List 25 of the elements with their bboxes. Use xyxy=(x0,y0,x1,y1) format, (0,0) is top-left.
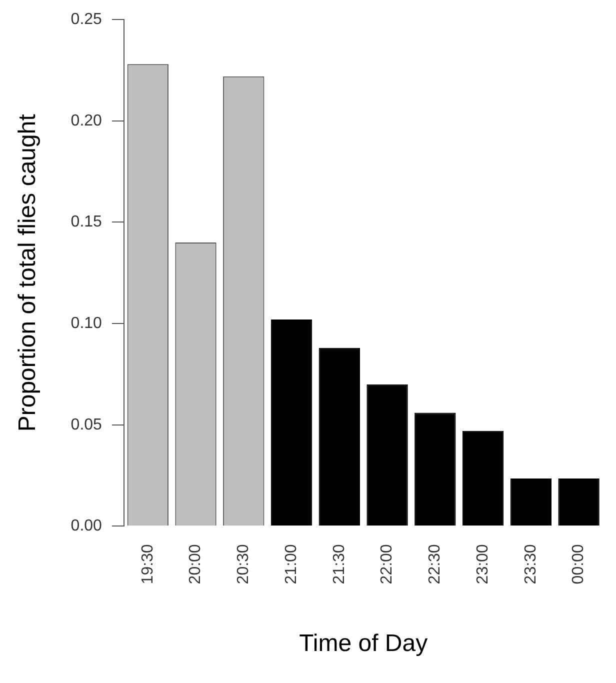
bar xyxy=(270,319,312,526)
x-tick-label: 22:30 xyxy=(426,544,444,584)
bar xyxy=(510,478,552,526)
x-tick-label: 21:00 xyxy=(282,544,300,584)
y-tick-label: 0.20 xyxy=(70,112,102,130)
x-axis-title: Time of Day xyxy=(299,630,428,658)
x-tick-label: 20:30 xyxy=(235,544,252,584)
y-tick-label: 0.00 xyxy=(70,518,102,535)
x-tick-label: 23:00 xyxy=(474,544,492,584)
bar xyxy=(462,430,504,526)
x-tick-label: 19:30 xyxy=(139,544,156,584)
y-tick-label: 0.15 xyxy=(70,214,102,231)
x-tick-label: 23:30 xyxy=(522,544,540,584)
x-tick-label: 00:00 xyxy=(570,544,588,584)
x-tick-label: 21:30 xyxy=(330,544,348,584)
y-tick-label: 0.25 xyxy=(70,11,102,28)
bar xyxy=(414,412,456,526)
x-tick-label: 22:00 xyxy=(378,544,396,584)
x-tick-label: 20:00 xyxy=(187,544,204,584)
y-tick-label: 0.05 xyxy=(70,416,102,434)
bar xyxy=(558,478,600,526)
bar xyxy=(318,348,360,526)
y-tick-label: 0.10 xyxy=(70,314,102,332)
y-axis-title: Proportion of total flies caught xyxy=(14,114,42,432)
bar xyxy=(366,384,408,526)
